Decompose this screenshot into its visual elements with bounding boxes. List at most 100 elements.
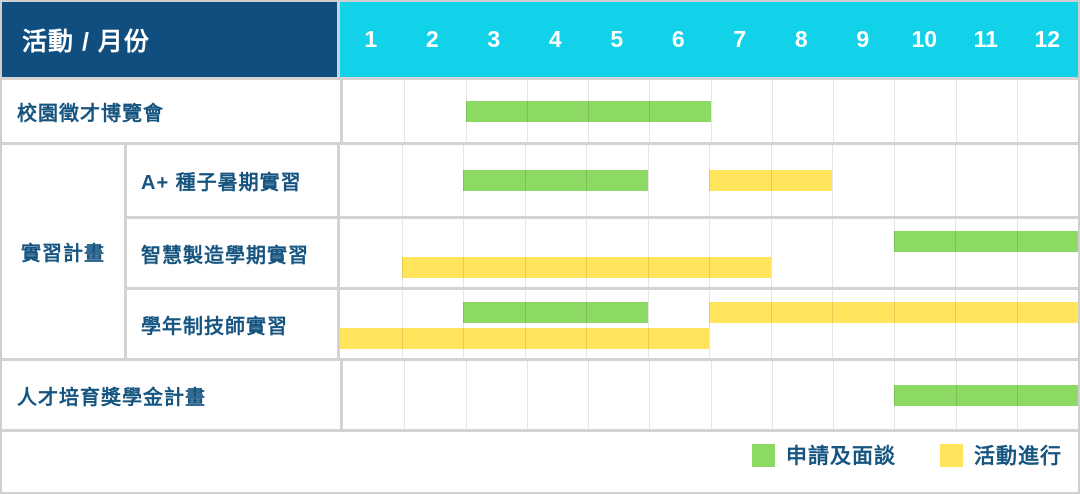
gantt-bar-green	[463, 170, 648, 191]
legend-label: 申請及面談	[786, 445, 896, 468]
month-gridline	[526, 361, 528, 429]
month-label: 12	[1034, 26, 1061, 52]
gantt-bar-yellow	[709, 301, 1078, 323]
month-gridline	[401, 290, 403, 358]
legend-swatch-green	[752, 443, 775, 467]
month-label: 5	[610, 26, 624, 52]
row-timeline	[340, 361, 1078, 429]
month-gridline	[770, 145, 772, 216]
row-label-cell: 人才培育獎學金計畫	[2, 361, 340, 429]
month-gridline	[588, 361, 589, 429]
month-gridline	[588, 80, 589, 142]
month-gridline	[1016, 290, 1018, 358]
month-gridline	[463, 290, 464, 358]
month-label: 2	[425, 26, 439, 52]
month-label: 3	[487, 26, 501, 52]
month-gridline	[955, 219, 956, 287]
month-gridline	[770, 290, 772, 358]
month-gridline	[955, 361, 957, 429]
table-row: 人才培育獎學金計畫	[2, 358, 1078, 429]
row-timeline	[337, 290, 1078, 358]
month-gridline	[649, 80, 651, 142]
month-label: 10	[911, 26, 938, 52]
row-timeline	[340, 80, 1078, 142]
month-gridline	[893, 145, 895, 216]
month-gridline	[955, 80, 957, 142]
row-label: 學年制技師實習	[141, 315, 288, 338]
month-gridline	[709, 290, 710, 358]
row-label: A+ 種子暑期實習	[141, 172, 302, 194]
row-label: 人才培育獎學金計畫	[17, 386, 206, 409]
row-label-cell: 智慧製造學期實習	[127, 219, 337, 287]
gantt-bar-green	[463, 301, 648, 323]
month-gridline	[770, 219, 772, 287]
month-gridline	[524, 219, 526, 287]
row-timeline	[337, 219, 1078, 287]
month-gridline	[586, 145, 587, 216]
month-gridline	[710, 80, 712, 142]
month-gridline	[586, 219, 587, 287]
month-gridline	[893, 290, 895, 358]
table-row: 智慧製造學期實習	[127, 216, 1078, 287]
month-gridline	[524, 290, 526, 358]
internship-subrows: A+ 種子暑期實習 智慧製造學期實習 學年制技師實習	[127, 145, 1078, 358]
month-gridline	[955, 290, 956, 358]
table-row: A+ 種子暑期實習	[127, 145, 1078, 216]
gantt-bar-yellow	[401, 257, 771, 279]
month-gridline	[463, 219, 464, 287]
month-gridline	[1016, 219, 1018, 287]
month-label: 8	[794, 26, 808, 52]
gantt-bar-green	[893, 230, 1078, 252]
legend-swatch-yellow	[940, 443, 963, 467]
month-gridline	[463, 145, 464, 216]
month-gridline	[465, 80, 467, 142]
table-row: 學年制技師實習	[127, 287, 1078, 358]
row-label: 校園徵才博覽會	[17, 102, 164, 125]
month-label: 7	[733, 26, 747, 52]
header-title-cell: 活動 / 月份	[2, 2, 340, 77]
row-label: 智慧製造學期實習	[141, 244, 309, 267]
table-header: 活動 / 月份 1 2 3 4 5 6 7 8 9 10 11 12	[2, 2, 1078, 80]
gantt-bar-yellow	[340, 328, 709, 350]
month-gridline	[709, 219, 710, 287]
gantt-bar-green	[894, 384, 1078, 406]
month-gridline	[832, 219, 833, 287]
month-gridline	[894, 80, 896, 142]
month-gridline	[709, 145, 710, 216]
month-label: 6	[671, 26, 685, 52]
group-label: 實習計畫	[21, 243, 105, 265]
month-gridline	[647, 290, 649, 358]
month-gridline	[710, 361, 712, 429]
month-gridline	[1016, 361, 1018, 429]
month-label: 9	[856, 26, 870, 52]
row-label-cell: A+ 種子暑期實習	[127, 145, 337, 216]
month-label: 1	[364, 26, 378, 52]
month-gridline	[1016, 80, 1018, 142]
month-gridline	[404, 80, 406, 142]
gantt-bar-green	[465, 100, 711, 122]
month-gridline	[404, 361, 406, 429]
month-gridline	[465, 361, 467, 429]
month-header: 1 2 3 4 5 6 7 8 9 10 11 12	[340, 2, 1078, 77]
month-gridline	[955, 145, 956, 216]
legend-item: 活動進行	[940, 440, 1062, 470]
month-gridline	[586, 290, 587, 358]
month-gridline	[526, 80, 528, 142]
month-gridline	[647, 145, 649, 216]
month-gridline	[649, 361, 651, 429]
legend: 申請及面談 活動進行	[2, 429, 1078, 478]
row-label-cell: 學年制技師實習	[127, 290, 337, 358]
month-gridline	[832, 290, 833, 358]
table-row: 校園徵才博覽會	[2, 80, 1078, 142]
month-label: 4	[548, 26, 562, 52]
month-gridline	[833, 361, 834, 429]
internship-section: 實習計畫 A+ 種子暑期實習 智慧製造學期實習 學年制技師實習	[2, 142, 1078, 358]
month-gridline	[771, 361, 773, 429]
month-gridline	[771, 80, 773, 142]
month-label: 11	[973, 26, 998, 52]
row-timeline	[337, 145, 1078, 216]
header-title: 活動 / 月份	[22, 27, 150, 56]
group-label-cell: 實習計畫	[2, 145, 127, 358]
legend-label: 活動進行	[974, 445, 1062, 468]
